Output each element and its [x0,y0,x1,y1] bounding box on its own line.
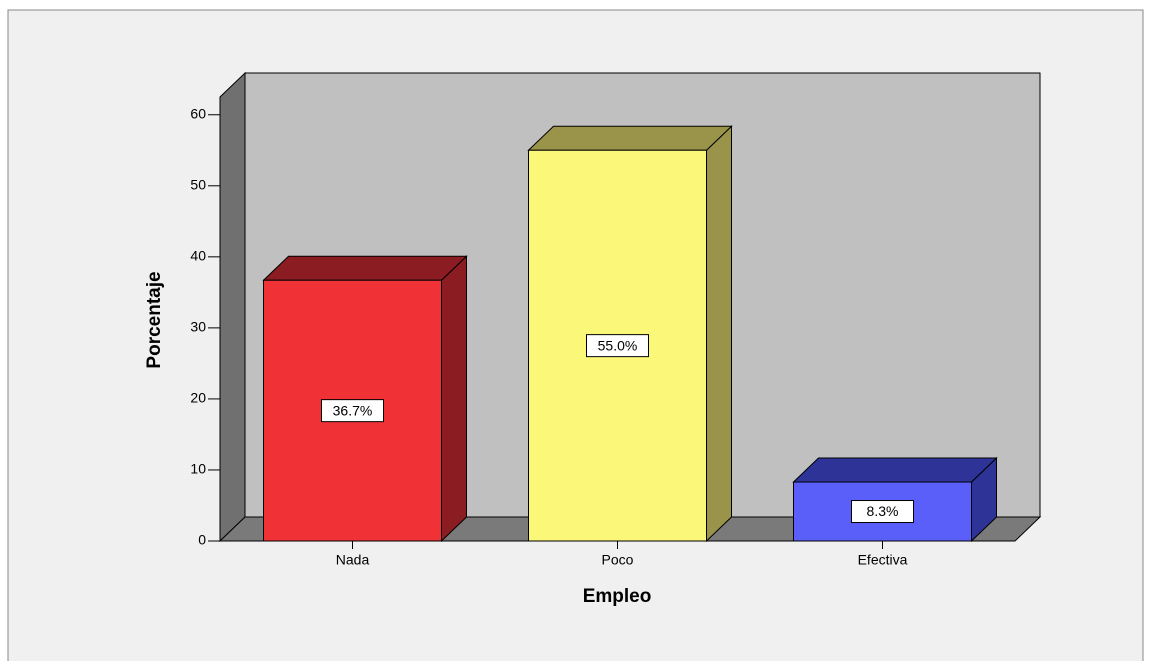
y-tick-label: 60 [190,105,206,121]
bar-top [527,125,733,151]
value-label: 36.7% [333,402,373,418]
y-axis-label: Porcentaje [144,271,165,368]
y-tick-label: 0 [198,532,206,548]
y-tick-label: 50 [190,177,206,193]
value-label: 55.0% [598,337,638,353]
x-tick-label: Nada [336,552,370,568]
value-label: 8.3% [867,503,899,519]
bar-side [706,125,732,543]
bar [792,456,998,543]
value-label-box [321,399,384,423]
x-axis-label: Empleo [583,586,652,607]
value-label-box [586,334,649,358]
bar-top [262,255,468,281]
value-label-box [851,500,914,524]
bar [262,255,468,543]
x-tick-label: Efectiva [858,552,908,568]
y-tick-label: 10 [190,461,206,477]
bar-top [792,457,998,483]
bar-side [441,255,467,543]
y-tick-label: 40 [190,248,206,264]
left-wall [219,71,246,543]
bar [527,125,733,543]
x-tick-label: Poco [602,552,634,568]
y-tick-label: 20 [190,390,206,406]
y-tick-label: 30 [190,319,206,335]
